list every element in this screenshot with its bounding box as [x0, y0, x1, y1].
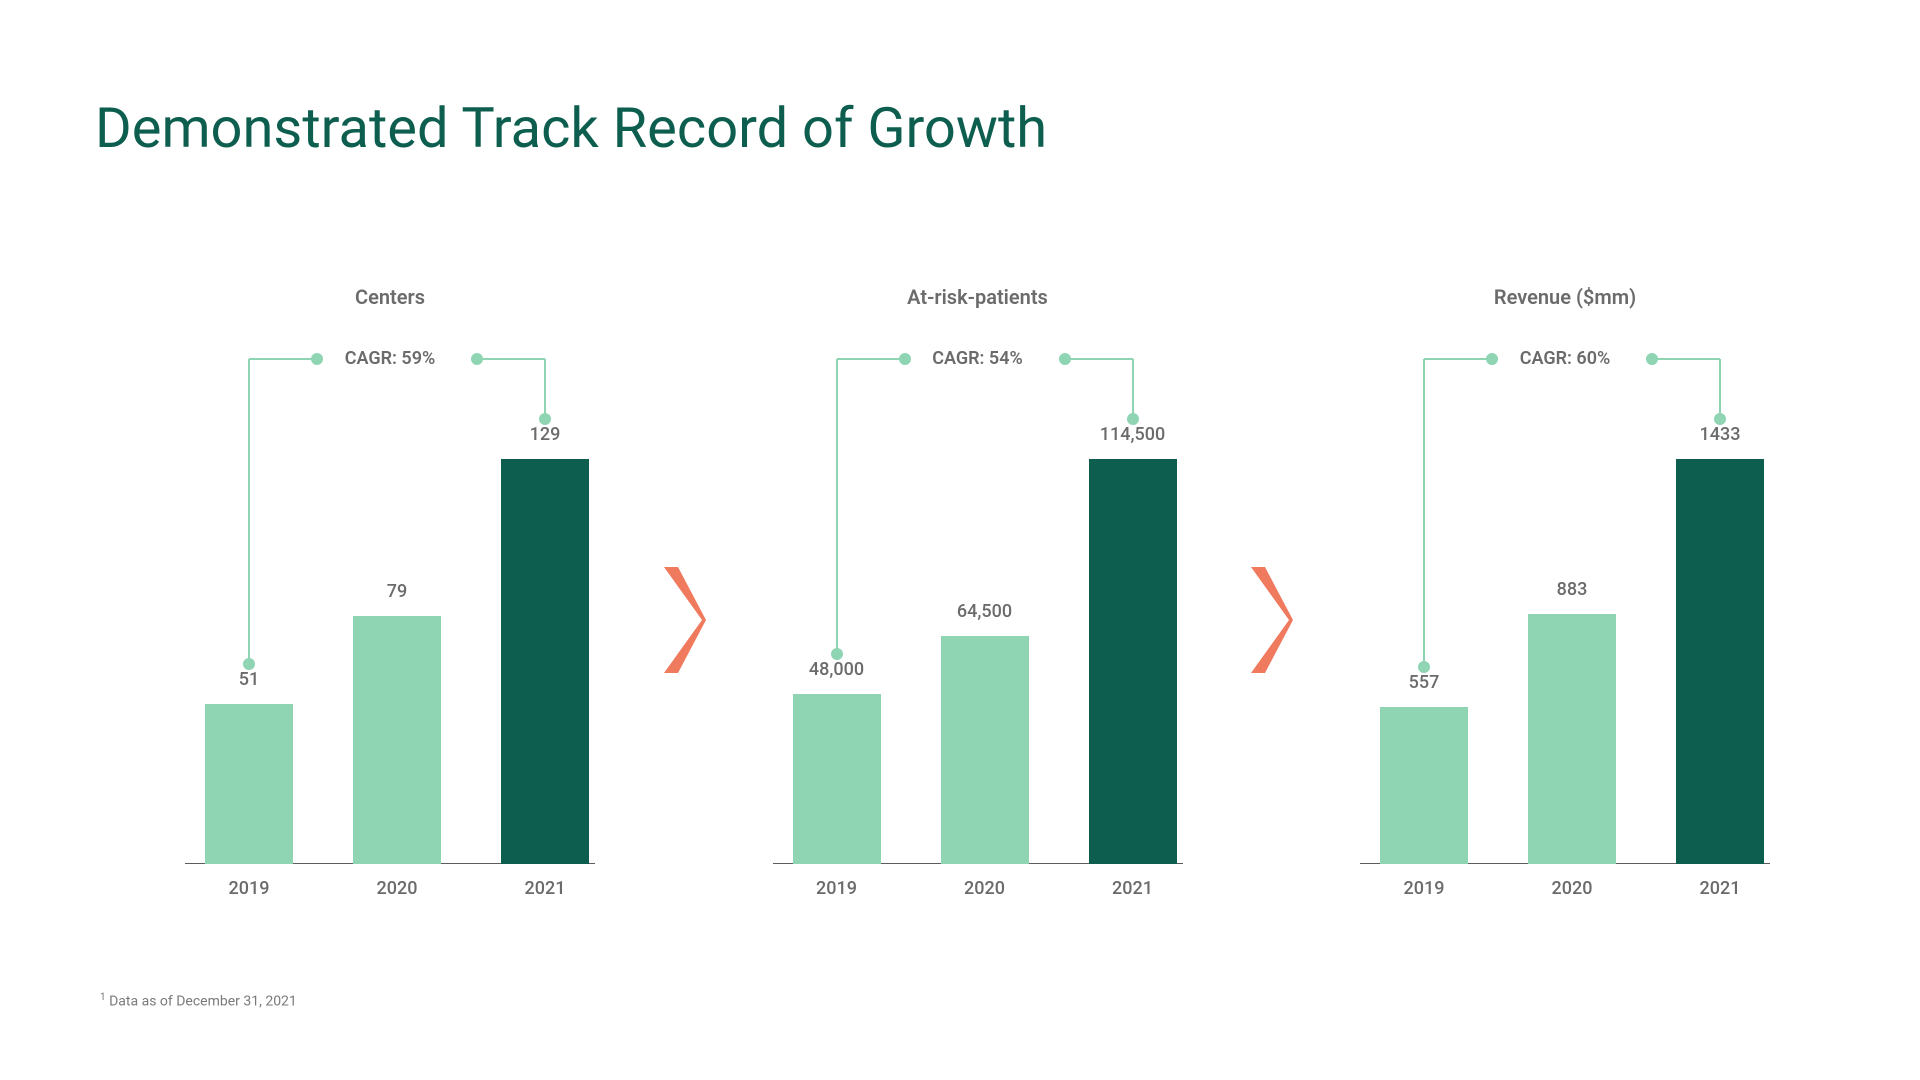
- cagr-dot: [1714, 413, 1726, 425]
- bar: [501, 459, 589, 864]
- arrow-separator: [654, 565, 714, 675]
- x-axis-label: 2020: [915, 878, 1055, 899]
- cagr-label: CAGR: 54%: [932, 348, 1023, 369]
- bar-slot: 1292021: [501, 459, 589, 864]
- chart-centers: Centers 5120197920201292021CAGR: 59%: [185, 285, 595, 909]
- cagr-row: CAGR: 59%: [185, 348, 595, 369]
- bar-slot: 8832020: [1528, 614, 1616, 864]
- bar-value: 1433: [1650, 424, 1790, 445]
- slide-title: Demonstrated Track Record of Growth: [95, 95, 1047, 161]
- bar-value: 64,500: [915, 601, 1055, 622]
- x-axis-label: 2020: [1502, 878, 1642, 899]
- x-axis-label: 2021: [1063, 878, 1203, 899]
- bar: [793, 694, 881, 864]
- footnote-text: Data as of December 31, 2021: [109, 994, 297, 1010]
- cagr-dot: [243, 658, 255, 670]
- cagr-dot: [539, 413, 551, 425]
- bar-value: 48,000: [767, 659, 907, 680]
- chart-body: 48,000201964,5002020114,5002021CAGR: 54%: [773, 349, 1183, 909]
- bar-value: 79: [327, 581, 467, 602]
- bar-value: 129: [475, 424, 615, 445]
- cagr-dot: [831, 648, 843, 660]
- bar: [1089, 459, 1177, 864]
- chart-body: 5572019883202014332021CAGR: 60%: [1360, 349, 1770, 909]
- chart-patients: At-risk-patients 48,000201964,5002020114…: [773, 285, 1183, 909]
- cagr-row: CAGR: 60%: [1360, 348, 1770, 369]
- bar-value: 51: [179, 669, 319, 690]
- chevron-right-icon: [1249, 565, 1293, 675]
- bars-area: 48,000201964,5002020114,5002021: [773, 349, 1183, 909]
- bars-area: 5572019883202014332021: [1360, 349, 1770, 909]
- bar-slot: 512019: [205, 704, 293, 864]
- bar-slot: 48,0002019: [793, 694, 881, 864]
- bar-value: 557: [1354, 672, 1494, 693]
- bar-slot: 792020: [353, 616, 441, 864]
- chart-title: At-risk-patients: [907, 285, 1048, 309]
- footnote-marker: 1: [100, 992, 106, 1003]
- x-axis-label: 2019: [767, 878, 907, 899]
- bar-value: 114,500: [1063, 424, 1203, 445]
- x-axis-label: 2020: [327, 878, 467, 899]
- cagr-dot: [1127, 413, 1139, 425]
- x-axis-label: 2019: [1354, 878, 1494, 899]
- bar: [1380, 707, 1468, 864]
- footnote: 1 Data as of December 31, 2021: [100, 992, 297, 1010]
- cagr-row: CAGR: 54%: [773, 348, 1183, 369]
- chart-body: 5120197920201292021CAGR: 59%: [185, 349, 595, 909]
- bars-area: 5120197920201292021: [185, 349, 595, 909]
- x-axis-label: 2019: [179, 878, 319, 899]
- arrow-separator: [1241, 565, 1301, 675]
- chart-revenue: Revenue ($mm) 5572019883202014332021CAGR…: [1360, 285, 1770, 909]
- bar: [1676, 459, 1764, 864]
- cagr-label: CAGR: 59%: [345, 348, 436, 369]
- bar: [205, 704, 293, 864]
- bar-slot: 64,5002020: [941, 636, 1029, 864]
- bar: [941, 636, 1029, 864]
- bar-slot: 114,5002021: [1089, 459, 1177, 864]
- bar-slot: 14332021: [1676, 459, 1764, 864]
- chart-title: Centers: [355, 285, 425, 309]
- bar-value: 883: [1502, 579, 1642, 600]
- bar: [353, 616, 441, 864]
- cagr-dot: [1418, 661, 1430, 673]
- chart-title: Revenue ($mm): [1494, 285, 1636, 309]
- bar: [1528, 614, 1616, 864]
- x-axis-label: 2021: [1650, 878, 1790, 899]
- x-axis-label: 2021: [475, 878, 615, 899]
- charts-row: Centers 5120197920201292021CAGR: 59% At-…: [185, 285, 1770, 909]
- cagr-label: CAGR: 60%: [1520, 348, 1611, 369]
- chevron-right-icon: [662, 565, 706, 675]
- bar-slot: 5572019: [1380, 707, 1468, 864]
